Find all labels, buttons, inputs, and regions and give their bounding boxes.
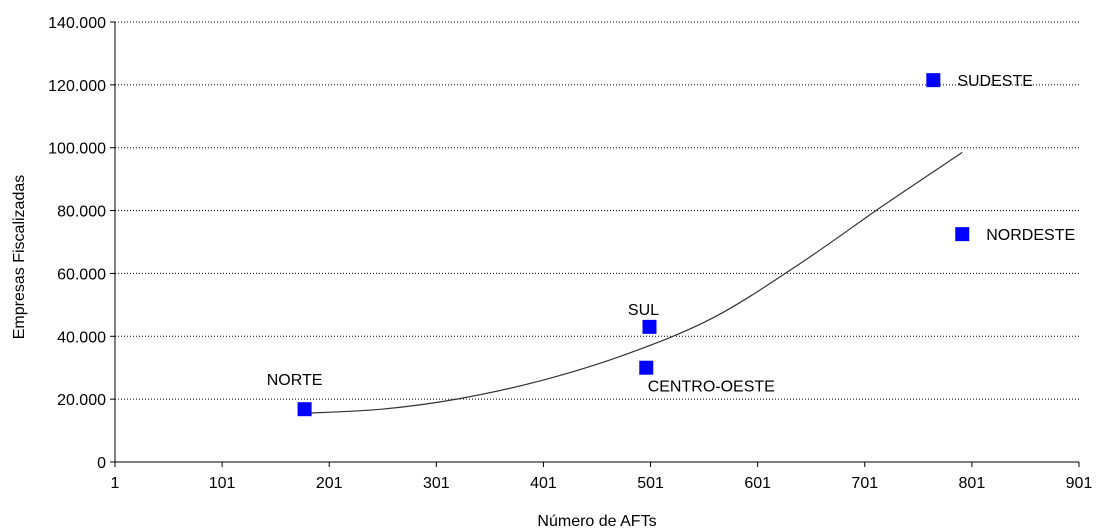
x-tick-label: 201 — [316, 475, 343, 492]
point-nordeste — [955, 227, 970, 242]
y-tick-label: 80.000 — [57, 204, 106, 221]
point-label-nordeste: NORDESTE — [986, 227, 1075, 244]
x-tick-label: 301 — [423, 475, 450, 492]
x-tick-label: 601 — [744, 475, 771, 492]
point-sudeste — [926, 73, 941, 88]
point-sul — [642, 319, 657, 334]
x-tick-label: 1 — [111, 475, 120, 492]
point-centro-oeste — [639, 360, 654, 375]
y-tick-label: 100.000 — [48, 141, 106, 158]
trendline — [304, 151, 963, 414]
point-label-sudeste: SUDESTE — [957, 73, 1033, 90]
x-tick-labels: 1 101 201 301 401 501 601 701 801 901 — [111, 462, 1093, 492]
y-tick-label: 60.000 — [57, 266, 106, 283]
y-tick-label: 20.000 — [57, 392, 106, 409]
point-norte — [297, 402, 312, 417]
point-label-norte: NORTE — [267, 372, 323, 389]
point-label-centro-oeste: CENTRO-OESTE — [648, 379, 775, 396]
x-tick-label: 801 — [959, 475, 986, 492]
y-axis-title: Empresas Fiscalizadas — [11, 175, 28, 340]
axes — [114, 22, 1079, 463]
data-points — [297, 73, 970, 417]
x-tick-label: 101 — [209, 475, 236, 492]
x-tick-label: 701 — [851, 475, 878, 492]
y-tick-label: 0 — [97, 455, 106, 472]
y-tick-labels: 0 20.000 40.000 60.000 80.000 100.000 120.000 1… — [48, 15, 115, 472]
point-label-sul: SUL — [628, 302, 659, 319]
x-tick-label: 401 — [530, 475, 557, 492]
y-tick-label: 120.000 — [48, 78, 106, 95]
x-tick-label: 901 — [1066, 475, 1093, 492]
point-labels: NORTE SUL CENTRO-OESTE SUDESTE NORDESTE — [267, 73, 1075, 396]
x-axis-title: Número de AFTs — [537, 513, 656, 530]
x-tick-label: 501 — [637, 475, 664, 492]
y-tick-label: 140.000 — [48, 15, 106, 32]
y-tick-label: 40.000 — [57, 329, 106, 346]
